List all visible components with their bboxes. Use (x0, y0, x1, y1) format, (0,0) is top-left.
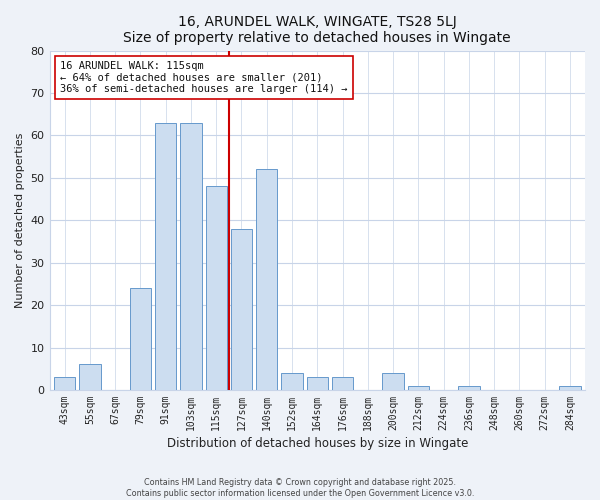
Bar (155, 122, 176, 390)
Bar (54, 377, 76, 390)
Bar (79, 364, 101, 390)
Bar (382, 373, 404, 390)
X-axis label: Distribution of detached houses by size in Wingate: Distribution of detached houses by size … (167, 437, 468, 450)
Bar (130, 288, 151, 390)
Bar (307, 377, 328, 390)
Bar (559, 386, 581, 390)
Bar (281, 373, 303, 390)
Title: 16, ARUNDEL WALK, WINGATE, TS28 5LJ
Size of property relative to detached houses: 16, ARUNDEL WALK, WINGATE, TS28 5LJ Size… (124, 15, 511, 45)
Y-axis label: Number of detached properties: Number of detached properties (15, 132, 25, 308)
Bar (180, 122, 202, 390)
Bar (458, 386, 479, 390)
Bar (256, 170, 277, 390)
Bar (231, 228, 252, 390)
Bar (332, 377, 353, 390)
Bar (407, 386, 429, 390)
Text: 16 ARUNDEL WALK: 115sqm
← 64% of detached houses are smaller (201)
36% of semi-d: 16 ARUNDEL WALK: 115sqm ← 64% of detache… (60, 60, 348, 94)
Bar (206, 186, 227, 390)
Text: Contains HM Land Registry data © Crown copyright and database right 2025.
Contai: Contains HM Land Registry data © Crown c… (126, 478, 474, 498)
